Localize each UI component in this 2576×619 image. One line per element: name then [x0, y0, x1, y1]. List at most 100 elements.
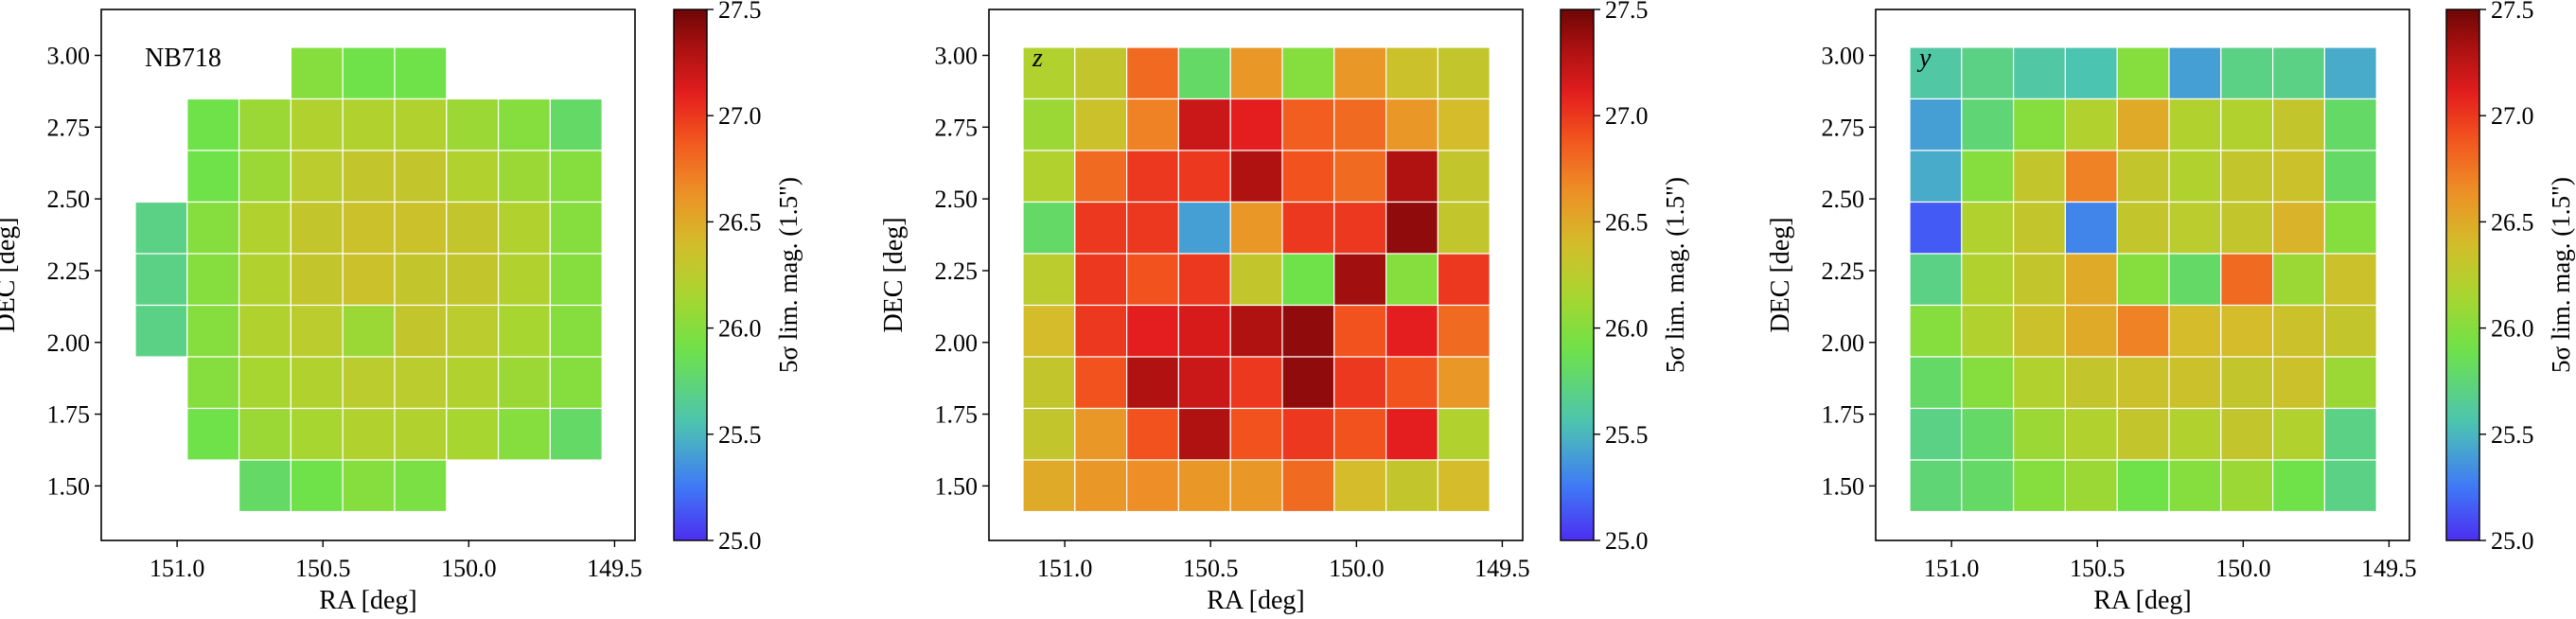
heatmap-cell: [1177, 201, 1231, 255]
heatmap-cell: [1909, 459, 1963, 513]
colorbar-tick-label: 26.5: [718, 208, 762, 236]
heatmap-cell: [2323, 356, 2377, 410]
heatmap-cell: [446, 304, 500, 358]
heatmap-cell: [134, 201, 188, 255]
heatmap-cell: [342, 150, 396, 203]
heatmap-cell: [2013, 459, 2067, 513]
heatmap-cell: [238, 407, 292, 461]
heatmap-cell: [1281, 97, 1335, 151]
heatmap-cell: [2323, 201, 2377, 255]
axes-frame: [100, 9, 636, 541]
heatmap-cell: [1333, 304, 1387, 358]
heatmap-cell: [1961, 201, 2015, 255]
heatmap-cell: [1229, 201, 1283, 255]
heatmap-cell: [186, 201, 240, 255]
heatmap-cell: [2116, 407, 2170, 461]
heatmap-cell: [394, 407, 448, 461]
y-tick-label: 2.00: [1822, 329, 1865, 357]
heatmap-cell: [342, 46, 396, 100]
heatmap-cell: [342, 304, 396, 358]
heatmap-cell: [497, 253, 551, 307]
heatmap-cell: [394, 304, 448, 358]
heatmap-cell: [2323, 407, 2377, 461]
heatmap-cell: [1022, 46, 1076, 100]
heatmap-cell: [1437, 201, 1491, 255]
colorbar-tick-label: 26.0: [718, 315, 762, 343]
heatmap-cell: [2013, 407, 2067, 461]
heatmap-cell: [446, 407, 500, 461]
heatmap-cell: [1177, 253, 1231, 307]
axes-frame: [988, 9, 1524, 541]
heatmap-cell: [1074, 459, 1128, 513]
heatmap-cell: [497, 97, 551, 151]
heatmap-cell: [497, 201, 551, 255]
x-axis-label: RA [deg]: [2093, 586, 2191, 615]
heatmap-cell: [2220, 97, 2274, 151]
heatmap-cell: [342, 356, 396, 410]
heatmap-cell: [134, 253, 188, 307]
heatmap-cell: [1022, 150, 1076, 203]
axes-frame: [1875, 9, 2410, 541]
heatmap-cell: [1909, 46, 1963, 100]
heatmap-cell: [186, 304, 240, 358]
heatmap-cell: [2013, 97, 2067, 151]
heatmap-cell: [446, 97, 500, 151]
heatmap-cell: [342, 459, 396, 513]
heatmap-cell: [394, 150, 448, 203]
heatmap-cell: [1961, 407, 2015, 461]
heatmap-cell: [1125, 459, 1179, 513]
heatmap-cell: [1333, 407, 1387, 461]
heatmap-cell: [549, 356, 603, 410]
heatmap-cell: [1125, 46, 1179, 100]
y-tick-label: 2.75: [47, 114, 91, 141]
heatmap-cell: [1909, 97, 1963, 151]
y-tick-label: 2.00: [935, 329, 979, 357]
x-tick-label: 149.5: [1474, 555, 1530, 582]
heatmap-cell: [2323, 97, 2377, 151]
heatmap-cell: [2116, 46, 2170, 100]
heatmap-cell: [1125, 150, 1179, 203]
panel-2: 151.0 150.5 150.0 149.5 1.50 1.75 2.00 2.25 2.50…: [879, 0, 1689, 615]
heatmap-cell: [1281, 253, 1335, 307]
heatmap-cell: [290, 253, 344, 307]
heatmap-cell: [2064, 407, 2118, 461]
heatmap-cells: [1022, 46, 1491, 513]
x-tick-label: 151.0: [1924, 555, 1980, 582]
heatmap-cell: [1909, 150, 1963, 203]
heatmap-cell: [1281, 356, 1335, 410]
heatmap-cell: [1229, 253, 1283, 307]
heatmap-cell: [497, 150, 551, 203]
heatmap-cell: [2220, 253, 2274, 307]
heatmap-cell: [2323, 150, 2377, 203]
heatmap-cell: [2168, 46, 2222, 100]
heatmap-cell: [2220, 407, 2274, 461]
heatmap-cell: [1281, 201, 1335, 255]
heatmap-cell: [1385, 201, 1438, 255]
panel-3: 151.0 150.5 150.0 149.5 1.50 1.75 2.00 2.25 2.50…: [1766, 0, 2575, 615]
colorbar-tick-label: 25.5: [718, 421, 762, 449]
heatmap-cell: [549, 407, 603, 461]
heatmap-cell: [1961, 304, 2015, 358]
heatmap-cell: [394, 356, 448, 410]
heatmap-cell: [186, 407, 240, 461]
panel-1: 151.0 150.5 150.0 149.5 1.50 1.75 2.00 2.25 2.50…: [0, 0, 803, 615]
colorbar-tick-label: 26.5: [1605, 208, 1649, 236]
heatmap-cell: [1281, 304, 1335, 358]
heatmap-cell: [290, 97, 344, 151]
heatmap-cell: [1022, 201, 1076, 255]
heatmap-cell: [1177, 150, 1231, 203]
heatmap-cell: [1437, 407, 1491, 461]
heatmap-cell: [2272, 150, 2326, 203]
y-tick-label: 3.00: [935, 43, 979, 70]
y-axis-label: DEC [deg]: [879, 217, 909, 332]
heatmap-cell: [549, 201, 603, 255]
heatmap-cell: [290, 459, 344, 513]
heatmap-cell: [1385, 459, 1438, 513]
heatmap-cell: [290, 201, 344, 255]
heatmap-cell: [1177, 304, 1231, 358]
heatmap-cell: [2323, 304, 2377, 358]
heatmap-cell: [2272, 201, 2326, 255]
heatmap-cell: [2220, 356, 2274, 410]
heatmap-cell: [186, 150, 240, 203]
